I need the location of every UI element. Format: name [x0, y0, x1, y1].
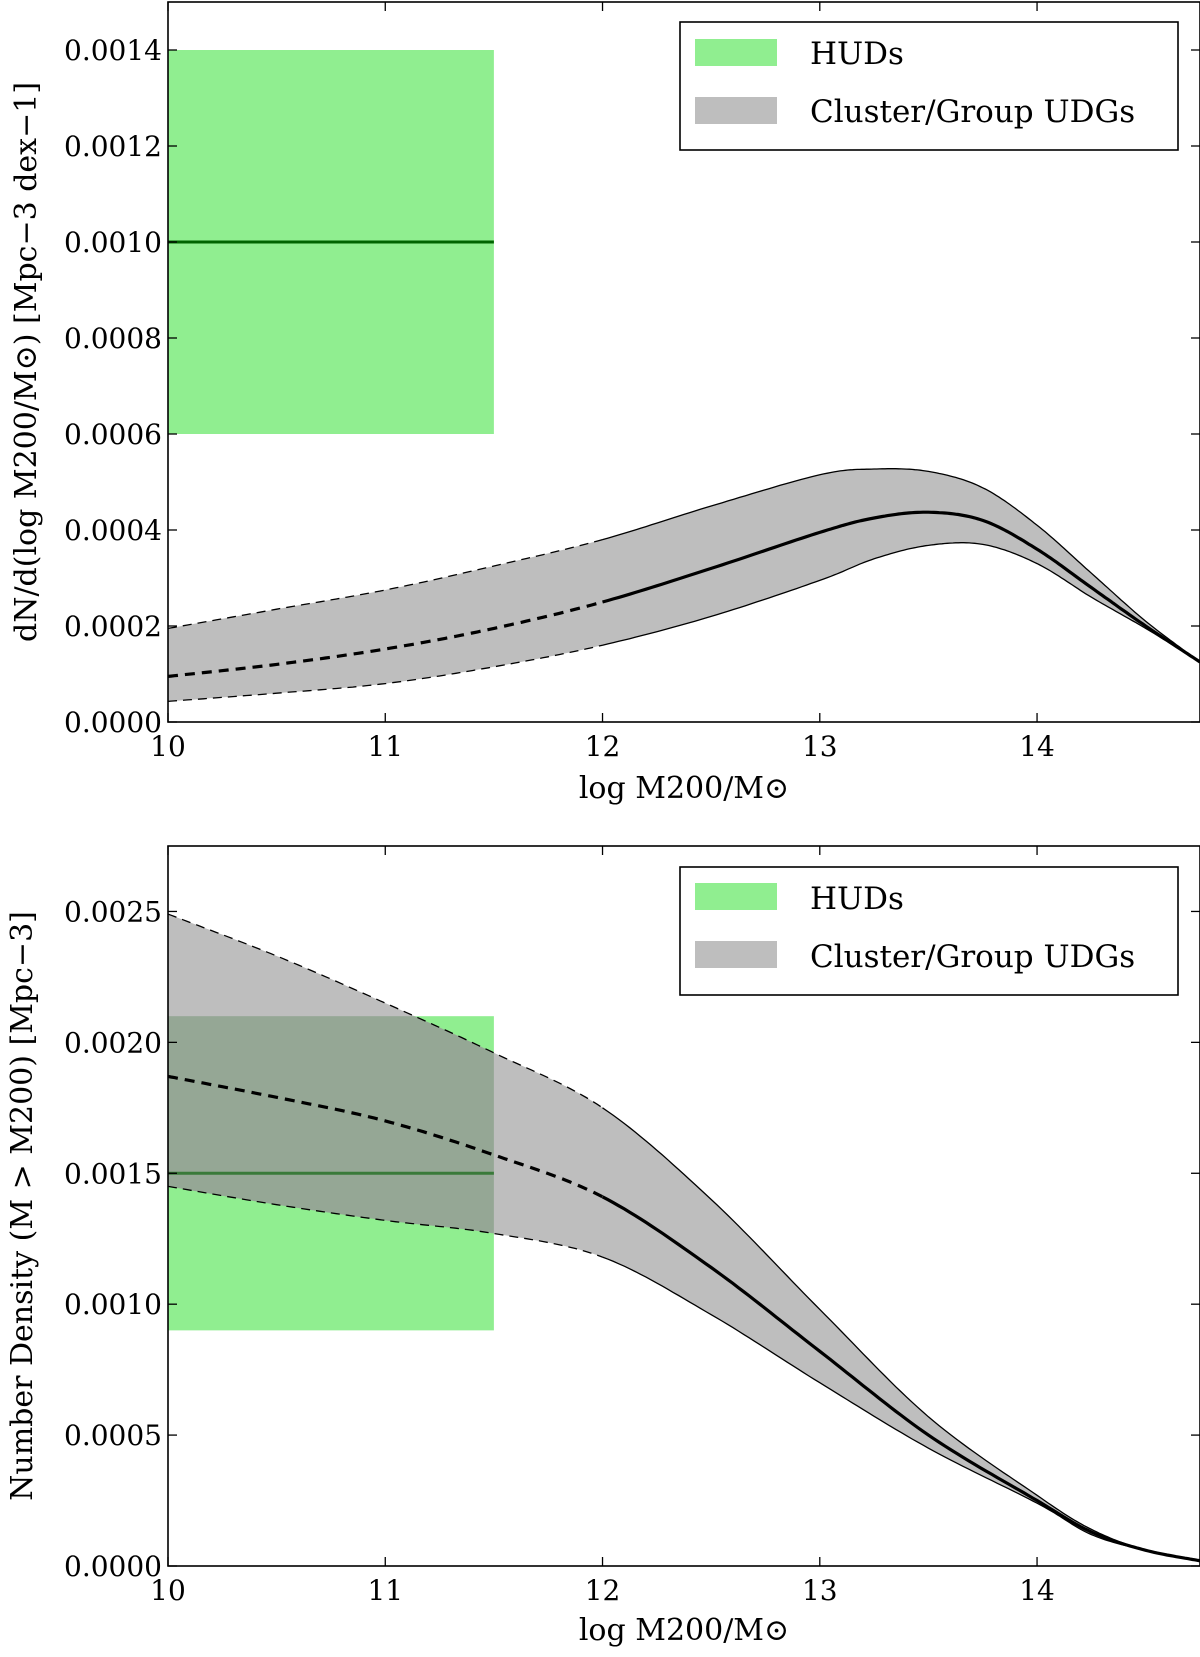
top-chart-plot-area	[168, 50, 1200, 703]
bottom-chart-plot-area	[168, 913, 1200, 1563]
bottom-chart-x-tick-label: 12	[585, 1574, 621, 1607]
bottom-chart-ticks: 10 11 12 13 14 0.0000 0.0005 0.0010 0.0015 0.0020…	[64, 846, 1200, 1607]
top-chart-y-tick-label: 0.0004	[64, 514, 162, 547]
top-chart-y-axis-label: dN/d(log M200/M⊙) [Mpc−3 dex−1]	[9, 82, 44, 642]
top-chart-udg-upper-bound	[602, 468, 1200, 663]
top-chart-panel: 10 11 12 13 14 0.0000 0.0002 0.0004 0.0006 0.0008…	[9, 1, 1200, 806]
bottom-chart-y-tick-label: 0.0000	[64, 1550, 162, 1583]
bottom-chart-udg-median-curve-extrapolated	[168, 1074, 604, 1199]
top-chart-udg-lower-bound-extrapolated	[168, 644, 603, 703]
bottom-chart-y-axis-label: Number Density (M > M200) [Mpc−3]	[5, 911, 40, 1501]
top-chart-x-axis-label: log M200/M⊙	[579, 771, 789, 806]
top-chart-x-tick-label: 11	[367, 730, 403, 763]
top-chart-y-tick-label: 0.0002	[64, 610, 162, 643]
top-chart-y-tick-label: 0.0000	[64, 706, 162, 739]
bottom-chart-x-tick-label: 10	[150, 1574, 186, 1607]
top-chart-x-tick-label: 14	[1019, 730, 1055, 763]
bottom-chart-x-tick-label: 14	[1019, 1574, 1055, 1607]
bottom-chart-legend: HUDs Cluster/Group UDGs	[679, 866, 1179, 996]
top-chart-y-tick-label: 0.0014	[64, 34, 162, 67]
top-chart-legend-huds-swatch	[695, 39, 777, 66]
top-chart-legend-udgs-swatch	[695, 97, 777, 124]
top-chart-x-tick-label: 10	[150, 730, 186, 763]
bottom-chart-legend-huds-label: HUDs	[810, 881, 904, 917]
bottom-chart-x-tick-label: 13	[802, 1574, 838, 1607]
bottom-chart-udg-lower-bound-extrapolated	[168, 1185, 603, 1258]
top-chart-legend-huds-label: HUDs	[810, 36, 904, 72]
top-chart-y-tick-label: 0.0012	[64, 130, 162, 163]
top-chart-legend-udgs-label: Cluster/Group UDGs	[810, 94, 1135, 130]
top-chart-udg-median-curve-extrapolated	[168, 600, 603, 678]
bottom-chart-udg-upper-bound	[602, 1107, 1200, 1562]
top-chart-y-tick-label: 0.0008	[64, 322, 162, 355]
bottom-chart-y-tick-label: 0.0020	[64, 1026, 162, 1059]
bottom-chart-y-tick-label: 0.0010	[64, 1288, 162, 1321]
bottom-chart-y-tick-label: 0.0025	[64, 895, 162, 928]
top-chart-y-tick-label: 0.0006	[64, 418, 162, 451]
top-chart-udg-lower-bound	[602, 542, 1200, 663]
bottom-chart-udg-median-curve	[601, 1195, 1200, 1563]
bottom-chart-axes-frame	[167, 845, 1200, 1567]
top-chart-ticks: 10 11 12 13 14 0.0000 0.0002 0.0004 0.0006 0.0008…	[64, 2, 1200, 763]
top-chart-udg-band	[168, 468, 1200, 702]
top-chart-y-tick-label: 0.0010	[64, 226, 162, 259]
bottom-chart-x-tick-label: 11	[367, 1574, 403, 1607]
top-chart-udg-median-curve	[602, 510, 1200, 664]
bottom-chart-udg-band	[168, 914, 1200, 1561]
top-chart-x-tick-label: 12	[585, 730, 621, 763]
top-chart-x-tick-label: 13	[802, 730, 838, 763]
bottom-chart-legend-udgs-swatch	[695, 941, 777, 968]
bottom-chart-panel: 10 11 12 13 14 0.0000 0.0005 0.0010 0.0015 0.0020…	[5, 845, 1200, 1648]
top-chart-axes-frame	[167, 1, 1200, 723]
bottom-chart-udg-upper-bound-extrapolated	[168, 913, 603, 1109]
bottom-chart-legend-udgs-label: Cluster/Group UDGs	[810, 939, 1135, 975]
top-chart-legend: HUDs Cluster/Group UDGs	[679, 21, 1179, 151]
bottom-chart-x-axis-label: log M200/M⊙	[579, 1613, 789, 1648]
bottom-chart-y-tick-label: 0.0005	[64, 1419, 162, 1452]
bottom-chart-legend-huds-swatch	[695, 883, 777, 910]
bottom-chart-y-tick-label: 0.0015	[64, 1157, 162, 1190]
